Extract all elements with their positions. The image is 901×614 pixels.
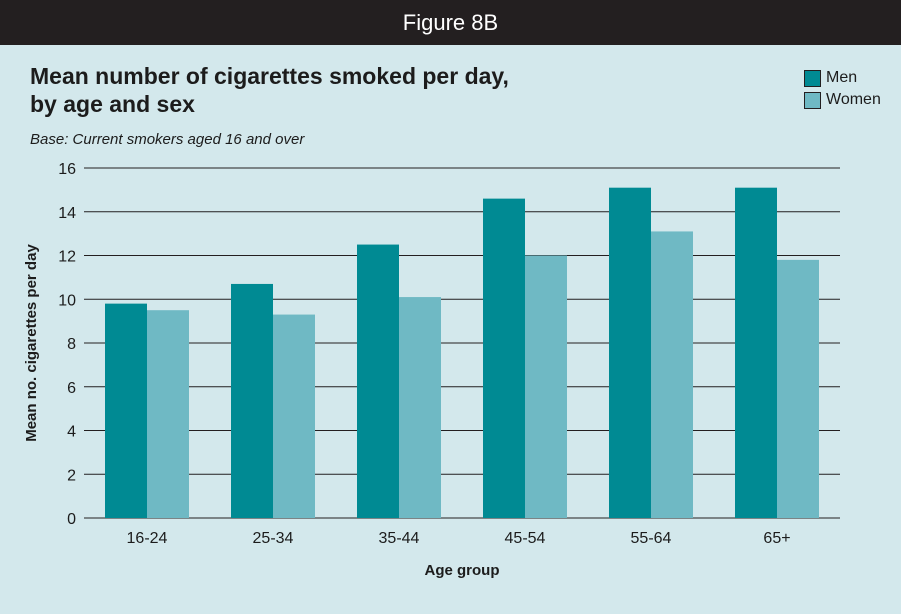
chart-subtitle: Base: Current smokers aged 16 and over <box>30 131 305 148</box>
y-axis-title: Mean no. cigarettes per day <box>23 244 40 442</box>
bar-men-55-64 <box>609 187 651 518</box>
bar-men-25-34 <box>231 283 273 518</box>
x-tick-label: 25-34 <box>253 530 294 547</box>
y-tick-label: 14 <box>58 205 76 222</box>
legend-item-women: Women <box>804 89 881 111</box>
legend-label-men: Men <box>826 69 858 86</box>
figure-label: Figure 8B <box>402 9 499 35</box>
y-tick-label: 10 <box>58 292 76 309</box>
x-tick-label: 45-54 <box>505 530 546 547</box>
y-tick-label: 12 <box>58 249 76 266</box>
y-tick-label: 16 <box>58 161 76 178</box>
x-tick-label: 16-24 <box>127 530 168 547</box>
y-tick-label: 2 <box>67 467 76 484</box>
bar-women-16-24 <box>147 310 189 518</box>
legend-label-women: Women <box>826 91 881 108</box>
legend-item-men: Men <box>804 67 881 89</box>
chart-title-line-2: by age and sex <box>30 91 195 117</box>
bar-women-25-34 <box>273 314 315 518</box>
bar-women-35-44 <box>399 297 441 518</box>
bar-women-65+ <box>777 259 819 518</box>
x-tick-label: 65+ <box>763 530 790 547</box>
bar-men-16-24 <box>105 303 147 518</box>
legend-swatch-women <box>804 91 821 109</box>
y-tick-label: 6 <box>67 380 76 397</box>
bars <box>105 187 819 518</box>
bar-men-45-54 <box>483 198 525 518</box>
bar-men-65+ <box>735 187 777 518</box>
y-tick-label: 0 <box>67 511 76 528</box>
bar-men-35-44 <box>357 244 399 518</box>
chart-legend: Men Women <box>804 67 881 111</box>
x-axis-title: Age group <box>425 562 500 579</box>
x-tick-label: 35-44 <box>379 530 420 547</box>
chart-title: Mean number of cigarettes smoked per day… <box>30 62 509 118</box>
x-tick-labels: 16-24 25-34 35-44 45-54 55-64 65+ <box>127 530 791 547</box>
gridlines <box>84 167 840 519</box>
x-tick-label: 55-64 <box>631 530 672 547</box>
y-tick-label: 4 <box>67 424 76 441</box>
figure-header: Figure 8B <box>0 0 901 45</box>
bar-women-55-64 <box>651 231 693 518</box>
y-tick-label: 8 <box>67 336 76 353</box>
chart-title-line-1: Mean number of cigarettes smoked per day… <box>30 63 509 89</box>
bar-women-45-54 <box>525 255 567 518</box>
y-tick-labels: 0 2 4 6 8 10 12 14 16 <box>58 161 76 528</box>
legend-swatch-men <box>804 69 821 87</box>
